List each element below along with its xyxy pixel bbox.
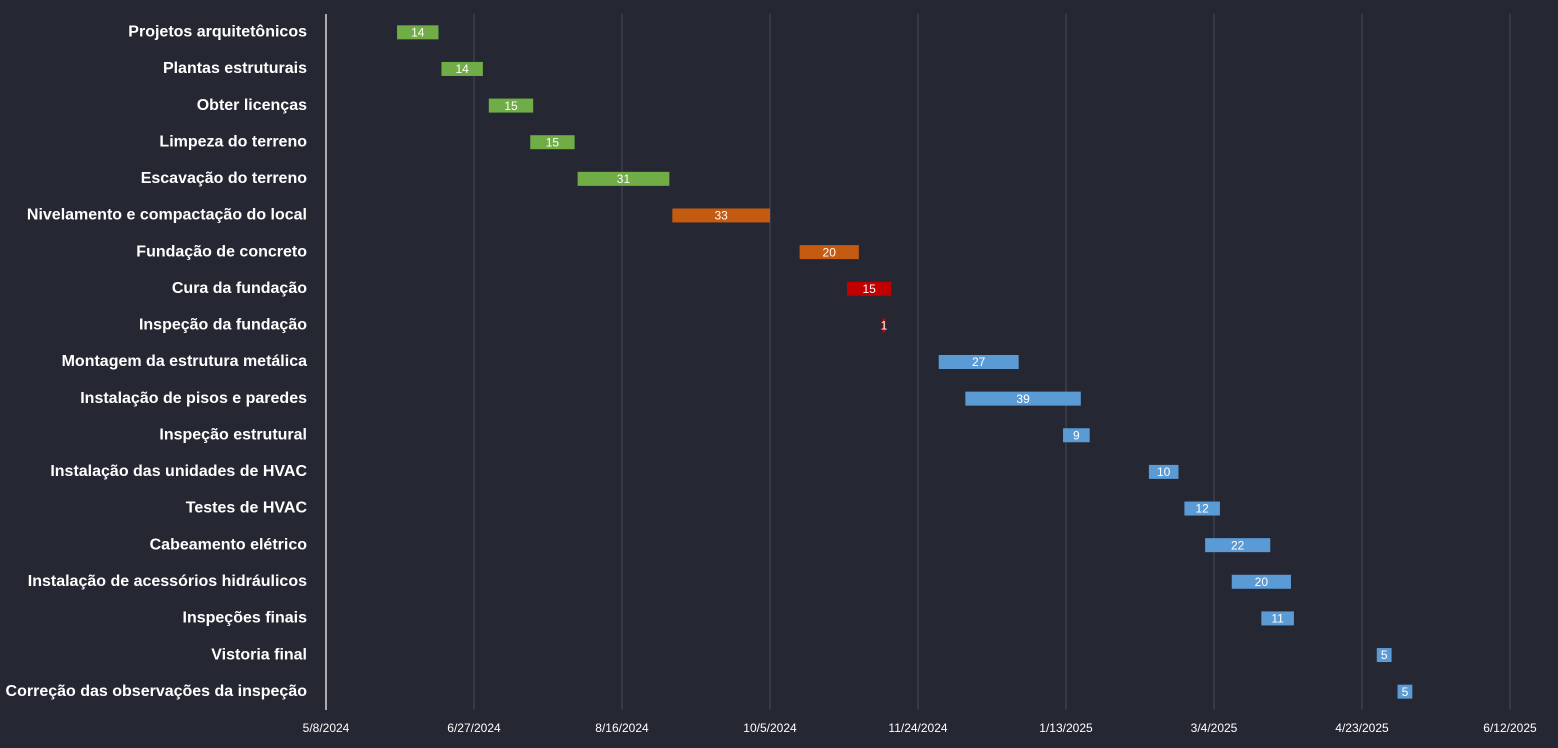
task-bar — [965, 391, 1081, 406]
x-tick-label: 4/23/2025 — [1335, 721, 1389, 735]
task-label: Cabeamento elétrico — [150, 536, 308, 553]
task-label: Instalação das unidades de HVAC — [50, 463, 307, 480]
value-label: 15 — [546, 135, 560, 149]
task-bar — [488, 98, 534, 113]
value-label: 12 — [1195, 502, 1209, 516]
task-label: Correção das observações da inspeção — [6, 683, 308, 700]
value-label: 15 — [862, 282, 876, 296]
task-bar — [1231, 574, 1291, 589]
task-bar — [1397, 684, 1413, 699]
task-bar — [799, 245, 859, 260]
x-tick-label: 6/12/2025 — [1483, 721, 1537, 735]
task-bar — [672, 208, 770, 223]
task-label: Escavação do terreno — [141, 170, 308, 187]
task-bar — [1261, 611, 1294, 626]
task-label: Inspeções finais — [183, 610, 308, 627]
task-bar — [1148, 464, 1179, 479]
value-label: 20 — [823, 245, 837, 259]
x-tick-label: 5/8/2024 — [303, 721, 350, 735]
task-bar — [1063, 428, 1090, 443]
value-label: 33 — [714, 209, 728, 223]
value-label: 39 — [1016, 392, 1030, 406]
value-label: 5 — [1402, 685, 1409, 699]
task-label: Instalação de pisos e paredes — [80, 390, 307, 407]
task-bar — [882, 318, 886, 333]
task-label: Plantas estruturais — [163, 60, 307, 77]
task-bar — [577, 171, 670, 186]
value-label: 20 — [1255, 575, 1269, 589]
value-label: 31 — [617, 172, 631, 186]
x-tick-label: 8/16/2024 — [595, 721, 649, 735]
task-label: Limpeza do terreno — [159, 133, 307, 150]
task-bar — [441, 61, 483, 76]
value-label: 15 — [504, 99, 518, 113]
value-label: 14 — [455, 62, 469, 76]
x-tick-label: 11/24/2024 — [888, 721, 947, 735]
value-label: 9 — [1073, 428, 1080, 442]
x-tick-label: 6/27/2024 — [447, 721, 501, 735]
value-label: 14 — [411, 25, 425, 39]
task-label: Cura da fundação — [172, 280, 307, 297]
task-bar — [1184, 501, 1220, 516]
task-bar — [938, 355, 1019, 369]
task-label: Instalação de acessórios hidráulicos — [28, 573, 307, 590]
x-tick-label: 1/13/2025 — [1039, 721, 1093, 735]
task-bar — [1376, 648, 1392, 663]
x-tick-label: 3/4/2025 — [1191, 721, 1238, 735]
task-bar — [530, 135, 575, 150]
task-label: Testes de HVAC — [186, 500, 308, 517]
task-label: Vistoria final — [211, 646, 307, 663]
task-label: Inspeção estrutural — [159, 426, 307, 443]
task-label: Obter licenças — [197, 97, 307, 114]
task-label: Inspeção da fundação — [139, 317, 307, 334]
task-bar — [846, 281, 892, 296]
task-bar — [1205, 538, 1271, 553]
value-label: 22 — [1231, 538, 1245, 552]
task-label: Nivelamento e compactação do local — [27, 207, 307, 224]
x-tick-label: 10/5/2024 — [743, 721, 797, 735]
task-label: Fundação de concreto — [136, 243, 307, 260]
value-label: 1 — [881, 319, 888, 333]
task-bar — [397, 25, 439, 40]
task-label: Projetos arquitetônicos — [128, 24, 307, 41]
task-label: Montagem da estrutura metálica — [62, 353, 308, 370]
value-label: 11 — [1271, 612, 1284, 626]
value-label: 5 — [1381, 648, 1388, 662]
value-label: 27 — [972, 355, 986, 369]
value-label: 10 — [1157, 465, 1171, 479]
